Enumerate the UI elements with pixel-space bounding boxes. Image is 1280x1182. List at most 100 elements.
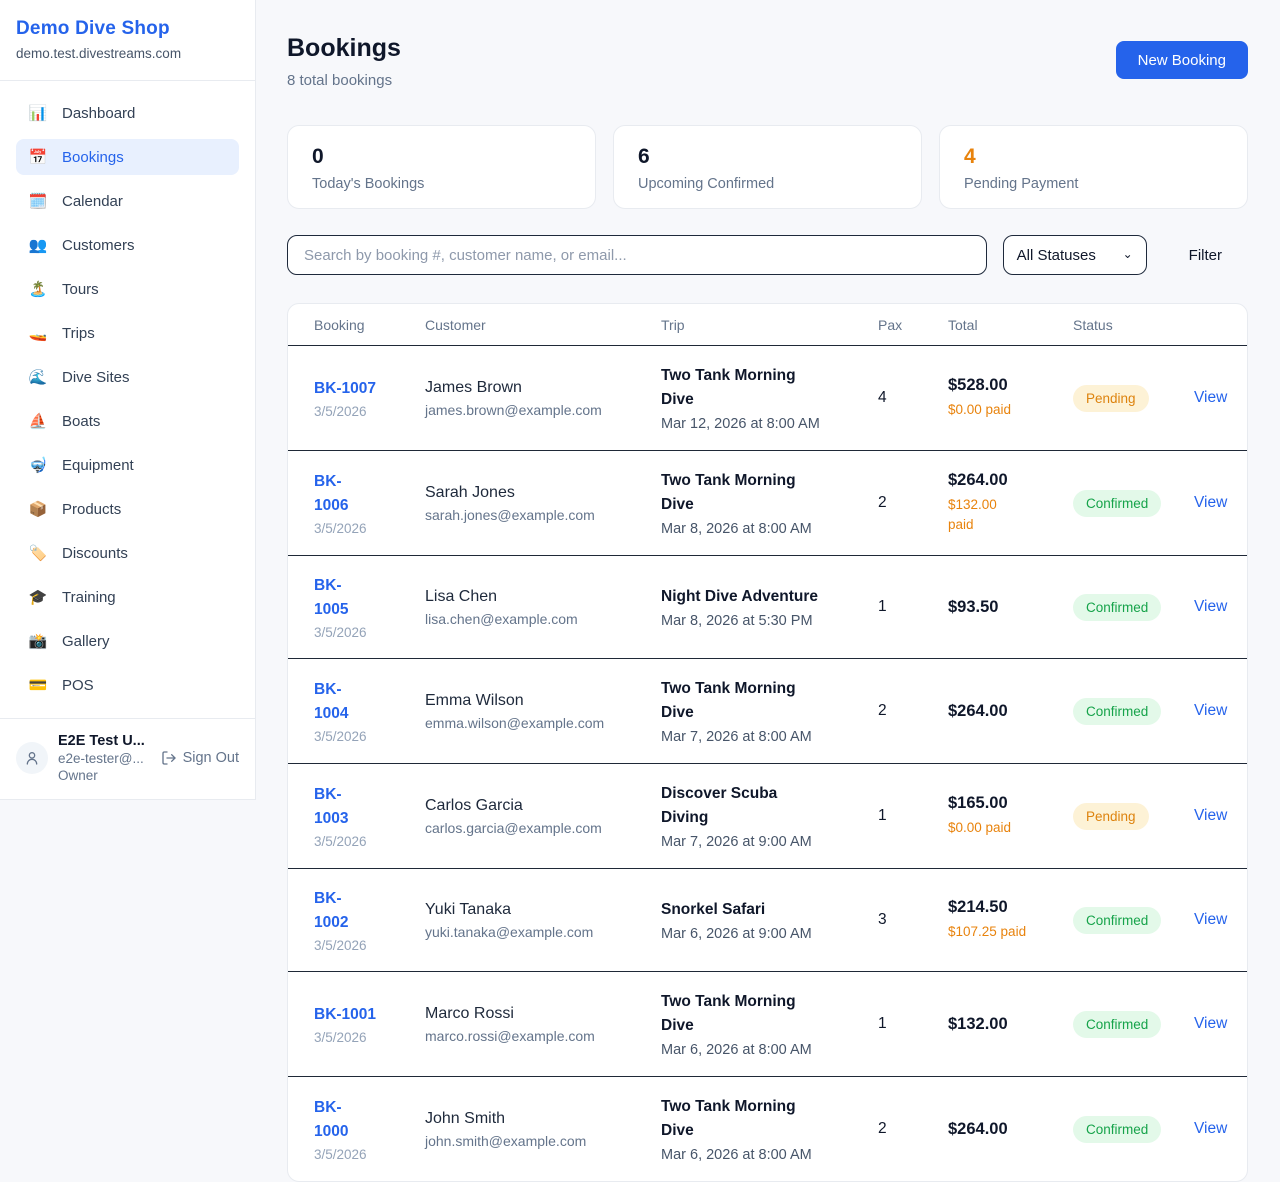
chevron-down-icon: ⌄ <box>1122 247 1133 261</box>
sidebar-item-label: Bookings <box>62 148 124 166</box>
booking-id-link[interactable]: BK-1003 <box>314 786 349 828</box>
customer-email: sarah.jones@example.com <box>425 506 595 523</box>
trip-cell: Two Tank Morning Dive Mar 8, 2026 at 8:0… <box>661 469 878 537</box>
action-cell: View <box>1194 494 1237 512</box>
sign-out-button[interactable]: Sign Out <box>161 750 239 766</box>
diving-mask-icon: 🤿 <box>28 456 48 474</box>
booking-date: 3/5/2026 <box>314 1030 367 1046</box>
table-row: BK-1007 3/5/2026 James Brown james.brown… <box>288 346 1247 452</box>
action-cell: View <box>1194 911 1237 929</box>
sidebar-item-customers[interactable]: 👥 Customers <box>16 227 239 263</box>
sidebar-item-equipment[interactable]: 🤿 Equipment <box>16 447 239 483</box>
booking-cell: BK-1007 3/5/2026 <box>314 377 425 419</box>
sidebar-item-boats[interactable]: ⛵ Boats <box>16 403 239 439</box>
log-out-icon <box>161 751 176 765</box>
sidebar-item-dive-sites[interactable]: 🌊 Dive Sites <box>16 359 239 395</box>
view-link[interactable]: View <box>1194 389 1228 407</box>
search-input[interactable] <box>287 235 987 275</box>
view-link[interactable]: View <box>1194 494 1228 512</box>
graduation-cap-icon: 🎓 <box>28 588 48 606</box>
view-link[interactable]: View <box>1194 807 1228 825</box>
filter-button[interactable]: Filter <box>1163 247 1248 264</box>
customer-name: Carlos Garcia <box>425 796 523 814</box>
trip-name: Discover Scuba Diving <box>661 785 778 827</box>
booking-id-link[interactable]: BK-1007 <box>314 380 377 397</box>
sidebar-item-discounts[interactable]: 🏷️ Discounts <box>16 535 239 571</box>
customer-cell: Sarah Jones sarah.jones@example.com <box>425 484 661 523</box>
shop-name: Demo Dive Shop <box>16 18 170 39</box>
col-total: Total <box>948 316 978 333</box>
booking-cell: BK-1002 3/5/2026 <box>314 887 425 953</box>
booking-id-link[interactable]: BK-1001 <box>314 1006 377 1024</box>
sidebar-item-pos[interactable]: 💳 POS <box>16 667 239 703</box>
booking-id-link[interactable]: BK-1000 <box>314 1099 349 1141</box>
wave-icon: 🌊 <box>28 368 48 386</box>
stat-label: Upcoming Confirmed <box>638 176 775 192</box>
total-amount: $93.50 <box>948 597 999 616</box>
sidebar-item-calendar[interactable]: 🗓️ Calendar <box>16 183 239 219</box>
sidebar-item-label: Trips <box>62 324 95 342</box>
trip-datetime: Mar 6, 2026 at 8:00 AM <box>661 1147 812 1164</box>
status-badge: Confirmed <box>1073 1010 1162 1038</box>
stat-card-pending-payment: 4 Pending Payment <box>939 125 1248 209</box>
view-link[interactable]: View <box>1194 598 1228 616</box>
sidebar-item-training[interactable]: 🎓 Training <box>16 579 239 615</box>
view-link[interactable]: View <box>1194 1120 1228 1138</box>
sidebar-item-label: Tours <box>62 280 99 298</box>
pax-cell: 1 <box>878 807 887 825</box>
status-cell: Confirmed <box>1073 489 1194 517</box>
booking-id-link[interactable]: BK-1004 <box>314 681 349 723</box>
total-amount: $214.50 <box>948 898 1008 917</box>
trip-name: Snorkel Safari <box>661 901 766 919</box>
customer-cell: Yuki Tanaka yuki.tanaka@example.com <box>425 901 661 940</box>
total-cell: $264.00 <box>948 702 1073 721</box>
status-select[interactable]: All Statuses ⌄ <box>1002 235 1147 275</box>
sidebar-item-gallery[interactable]: 📸 Gallery <box>16 623 239 659</box>
stat-label: Today's Bookings <box>312 176 425 192</box>
customer-cell: Lisa Chen lisa.chen@example.com <box>425 588 661 627</box>
sidebar-item-bookings[interactable]: 📅 Bookings <box>16 139 239 175</box>
trip-datetime: Mar 12, 2026 at 8:00 AM <box>661 416 820 433</box>
table-row: BK-1001 3/5/2026 Marco Rossi marco.rossi… <box>288 972 1247 1078</box>
trip-cell: Two Tank Morning Dive Mar 12, 2026 at 8:… <box>661 364 878 432</box>
stat-card-todays-bookings: 0 Today's Bookings <box>287 125 596 209</box>
action-cell: View <box>1194 807 1237 825</box>
trip-datetime: Mar 6, 2026 at 9:00 AM <box>661 926 812 943</box>
customer-name: Marco Rossi <box>425 1004 514 1022</box>
booking-id-link[interactable]: BK-1005 <box>314 577 349 619</box>
person-icon <box>26 752 38 765</box>
booking-date: 3/5/2026 <box>314 938 367 954</box>
view-link[interactable]: View <box>1194 1015 1228 1033</box>
status-cell: Confirmed <box>1073 697 1194 725</box>
booking-id-link[interactable]: BK-1002 <box>314 890 349 932</box>
filter-row: All Statuses ⌄ Filter <box>287 235 1248 275</box>
trip-name: Two Tank Morning Dive <box>661 472 796 514</box>
sidebar-item-products[interactable]: 📦 Products <box>16 491 239 527</box>
view-link[interactable]: View <box>1194 911 1228 929</box>
total-cell: $93.50 <box>948 598 1073 617</box>
sidebar-item-tours[interactable]: 🏝️ Tours <box>16 271 239 307</box>
table-row: BK-1002 3/5/2026 Yuki Tanaka yuki.tanaka… <box>288 869 1247 973</box>
sidebar-item-label: Products <box>62 500 122 518</box>
col-pax: Pax <box>878 316 903 333</box>
total-amount: $132.00 <box>948 1014 1008 1033</box>
sidebar-item-label: POS <box>62 676 94 694</box>
trip-datetime: Mar 8, 2026 at 5:30 PM <box>661 613 813 630</box>
total-amount: $528.00 <box>948 376 1008 395</box>
pax-cell: 1 <box>878 1015 887 1033</box>
page-title: Bookings <box>287 34 401 62</box>
table-header: Booking Customer Trip Pax Total Status <box>288 304 1247 346</box>
sidebar-item-trips[interactable]: 🚤 Trips <box>16 315 239 351</box>
table-body: BK-1007 3/5/2026 James Brown james.brown… <box>288 346 1247 1181</box>
total-amount: $165.00 <box>948 794 1008 813</box>
booking-id-link[interactable]: BK-1006 <box>314 473 349 515</box>
trip-datetime: Mar 6, 2026 at 8:00 AM <box>661 1042 812 1059</box>
paid-amount: $107.25 paid <box>948 924 1027 940</box>
table-row: BK-1000 3/5/2026 John Smith john.smith@e… <box>288 1077 1247 1181</box>
new-booking-button[interactable]: New Booking <box>1115 41 1248 79</box>
sailboat-icon: ⛵ <box>28 412 48 430</box>
sidebar-item-dashboard[interactable]: 📊 Dashboard <box>16 95 239 131</box>
view-link[interactable]: View <box>1194 702 1228 720</box>
pax-cell: 1 <box>878 598 887 616</box>
booking-date: 3/5/2026 <box>314 834 367 850</box>
